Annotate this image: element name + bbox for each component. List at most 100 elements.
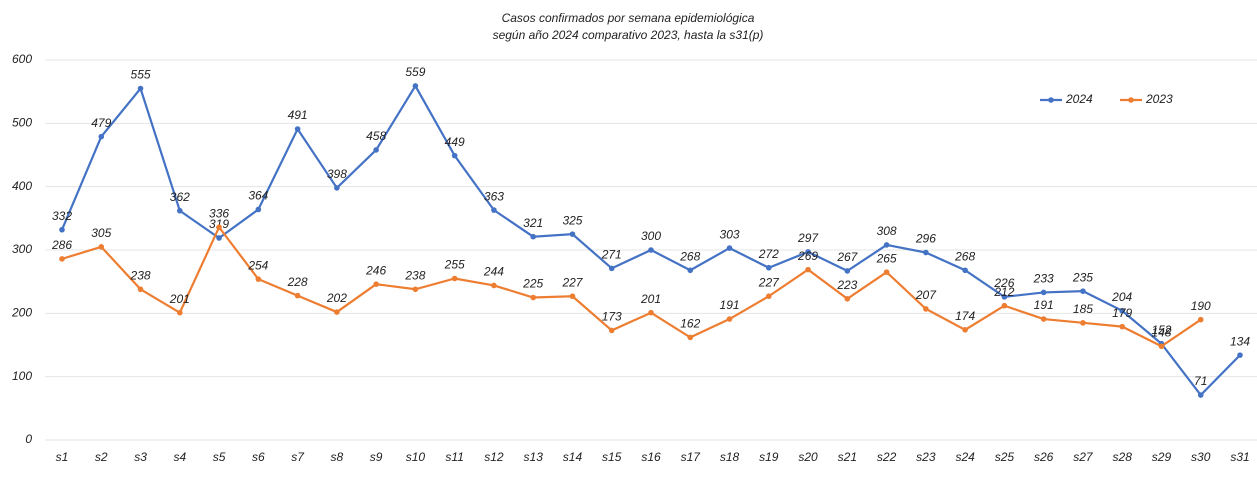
y-tick-label: 0 — [25, 432, 32, 446]
data-point — [98, 244, 105, 250]
x-tick-label: s12 — [484, 450, 504, 464]
data-label: 246 — [365, 263, 386, 277]
data-point — [608, 265, 615, 272]
y-tick-label: 600 — [12, 52, 32, 66]
chart-title: Casos confirmados por semana epidemiológ… — [502, 11, 755, 25]
x-tick-label: s21 — [838, 450, 857, 464]
x-tick-label: s8 — [331, 450, 344, 464]
data-label: 362 — [170, 190, 190, 204]
data-label: 269 — [797, 249, 818, 263]
x-tick-label: s19 — [759, 450, 779, 464]
legend-marker — [1128, 97, 1134, 103]
x-tick-label: s10 — [406, 450, 426, 464]
data-label: 332 — [52, 209, 72, 223]
data-label: 228 — [287, 275, 308, 289]
x-tick-label: s22 — [877, 450, 897, 464]
data-label: 201 — [640, 292, 661, 306]
x-tick-label: s23 — [916, 450, 936, 464]
data-label: 271 — [601, 248, 622, 262]
data-point — [334, 309, 340, 315]
data-point — [451, 275, 458, 282]
data-point — [1001, 294, 1008, 300]
data-point — [491, 282, 497, 289]
x-tick-label: s18 — [720, 450, 740, 464]
data-label: 305 — [91, 226, 111, 240]
data-point — [1080, 320, 1086, 326]
data-label: 398 — [327, 167, 347, 181]
x-tick-label: s29 — [1152, 450, 1172, 464]
data-label: 179 — [1112, 306, 1132, 320]
x-tick-label: s17 — [681, 450, 702, 464]
data-point — [1237, 352, 1243, 358]
data-label: 296 — [915, 232, 936, 246]
data-label: 319 — [209, 217, 229, 231]
data-point — [648, 309, 654, 316]
x-tick-label: s15 — [602, 450, 622, 464]
data-label: 479 — [91, 116, 111, 130]
data-point — [530, 233, 536, 240]
x-tick-label: s3 — [134, 450, 147, 464]
legend-marker — [1048, 97, 1054, 103]
legend-label: 2024 — [1065, 92, 1093, 106]
x-tick-label: s24 — [955, 450, 975, 464]
data-label: 268 — [679, 249, 700, 263]
x-tick-label: s26 — [1034, 450, 1054, 464]
data-label: 297 — [797, 231, 819, 245]
data-point — [177, 207, 183, 214]
data-point — [98, 133, 105, 140]
x-tick-label: s28 — [1113, 450, 1133, 464]
data-label: 162 — [680, 317, 700, 331]
data-label: 255 — [444, 258, 465, 272]
data-point — [883, 242, 890, 248]
data-point — [412, 286, 419, 293]
legend-label: 2023 — [1145, 92, 1173, 106]
x-tick-label: s7 — [291, 450, 305, 464]
data-point — [962, 267, 968, 274]
data-label: 134 — [1230, 334, 1250, 348]
data-label: 173 — [602, 310, 622, 324]
x-tick-label: s16 — [641, 450, 661, 464]
data-label: 363 — [484, 189, 504, 203]
data-label: 265 — [876, 251, 897, 265]
data-label: 223 — [836, 278, 857, 292]
data-label: 204 — [1111, 290, 1132, 304]
data-point — [687, 267, 694, 274]
x-tick-label: s4 — [173, 450, 186, 464]
data-label: 325 — [562, 213, 582, 227]
data-label: 191 — [720, 298, 740, 312]
x-tick-label: s5 — [213, 450, 226, 464]
data-point — [294, 126, 301, 132]
chart-subtitle: según año 2024 comparativo 2023, hasta l… — [493, 28, 764, 42]
data-label: 201 — [169, 292, 190, 306]
x-tick-label: s11 — [445, 450, 463, 464]
data-label: 272 — [758, 247, 779, 261]
data-point — [766, 264, 772, 271]
data-label: 202 — [326, 291, 347, 305]
data-point — [137, 85, 144, 92]
data-point — [294, 292, 301, 299]
data-label: 152 — [1151, 323, 1171, 337]
data-point — [569, 231, 576, 237]
data-point — [412, 83, 419, 89]
data-point — [923, 249, 929, 256]
data-point — [59, 226, 65, 233]
y-tick-label: 400 — [12, 179, 32, 193]
data-point — [137, 286, 144, 293]
data-label: 268 — [954, 249, 975, 263]
data-point — [1040, 316, 1047, 322]
y-tick-label: 200 — [11, 306, 32, 320]
data-label: 190 — [1191, 299, 1211, 313]
data-label: 207 — [915, 288, 937, 302]
data-label: 227 — [561, 275, 583, 289]
data-label: 491 — [288, 108, 308, 122]
data-label: 555 — [131, 68, 151, 82]
data-point — [1119, 323, 1125, 330]
x-tick-label: s27 — [1073, 450, 1094, 464]
data-label: 300 — [641, 229, 661, 243]
data-label: 238 — [404, 268, 425, 282]
x-tick-label: s30 — [1191, 450, 1211, 464]
data-label: 559 — [405, 65, 425, 79]
data-point — [883, 269, 890, 275]
y-tick-label: 500 — [12, 116, 32, 130]
